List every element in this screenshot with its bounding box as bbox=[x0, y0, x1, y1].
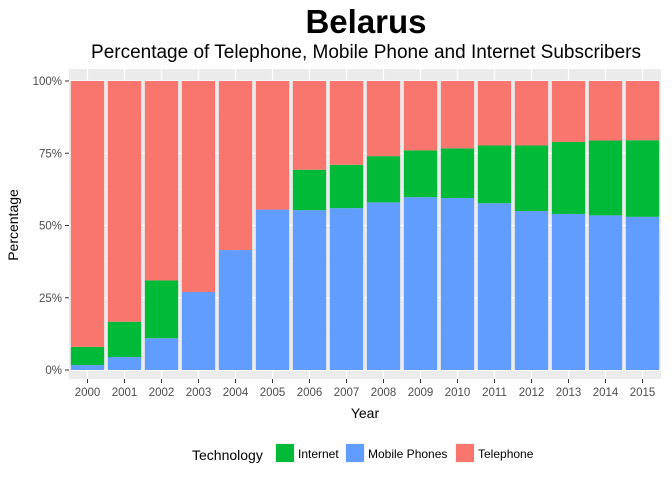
x-tick-label: 2004 bbox=[223, 387, 249, 399]
x-tick-label: 2005 bbox=[260, 387, 286, 399]
x-axis-ticks: 2000 2001 2002 2003 2004 2005 2006 2007 2008 2009… bbox=[75, 379, 656, 399]
x-tick-label: 2006 bbox=[297, 387, 323, 399]
y-tick-label: 25% bbox=[39, 293, 62, 305]
bar-segment bbox=[292, 81, 327, 170]
x-tick-label: 2001 bbox=[112, 387, 138, 399]
bar-segment bbox=[403, 197, 438, 370]
y-axis-label: Percentage bbox=[5, 189, 21, 261]
legend-swatch bbox=[456, 444, 474, 462]
x-tick-label: 2000 bbox=[75, 387, 101, 399]
legend: Technology Internet Mobile Phones Telephon… bbox=[192, 443, 534, 463]
bar-segment bbox=[218, 250, 253, 370]
x-tick-label: 2002 bbox=[149, 387, 175, 399]
bar-segment bbox=[329, 164, 364, 209]
x-tick-label: 2011 bbox=[482, 387, 507, 399]
x-tick-label: 2013 bbox=[556, 387, 582, 399]
x-tick-label: 2014 bbox=[593, 387, 619, 399]
bar-segment bbox=[255, 81, 290, 210]
bar-segment bbox=[403, 150, 438, 198]
bar-segment bbox=[440, 198, 475, 370]
bar-segment bbox=[514, 211, 549, 370]
bar-segment bbox=[551, 213, 586, 370]
bar-segment bbox=[625, 81, 660, 141]
legend-title: Technology bbox=[192, 447, 263, 463]
bar-segment bbox=[218, 81, 253, 251]
bar-segment bbox=[551, 141, 586, 214]
x-tick-label: 2007 bbox=[334, 387, 360, 399]
bar-segment bbox=[292, 210, 327, 370]
bar-segment bbox=[70, 365, 105, 370]
x-tick-label: 2008 bbox=[371, 387, 397, 399]
bar-segment bbox=[107, 321, 142, 357]
legend-swatch bbox=[276, 444, 294, 462]
bar-segment bbox=[144, 81, 179, 281]
x-tick-label: 2009 bbox=[408, 387, 434, 399]
bar-segment bbox=[181, 81, 216, 292]
chart-subtitle: Percentage of Telephone, Mobile Phone an… bbox=[91, 42, 641, 63]
bar-segment bbox=[144, 338, 179, 370]
y-tick-label: 0% bbox=[45, 365, 62, 377]
bars bbox=[70, 81, 660, 370]
legend-label: Internet bbox=[298, 447, 339, 461]
bar-segment bbox=[477, 145, 512, 204]
chart-title: Belarus bbox=[305, 3, 426, 40]
bar-segment bbox=[588, 81, 623, 141]
bar-segment bbox=[514, 145, 549, 212]
bar-segment bbox=[107, 81, 142, 322]
bar-segment bbox=[366, 81, 401, 157]
legend-label: Mobile Phones bbox=[368, 447, 447, 461]
bar-segment bbox=[625, 140, 660, 217]
bar-segment bbox=[70, 81, 105, 347]
bar-segment bbox=[292, 169, 327, 211]
x-tick-label: 2010 bbox=[445, 387, 471, 399]
bar-segment bbox=[477, 203, 512, 370]
bar-segment bbox=[329, 208, 364, 370]
x-tick-label: 2003 bbox=[186, 387, 212, 399]
bar-segment bbox=[107, 356, 142, 370]
y-tick-label: 100% bbox=[33, 76, 62, 88]
bar-segment bbox=[588, 140, 623, 216]
legend-swatch bbox=[346, 444, 364, 462]
x-tick-label: 2015 bbox=[630, 387, 656, 399]
bar-segment bbox=[551, 81, 586, 142]
bar-segment bbox=[144, 280, 179, 339]
bar-segment bbox=[329, 81, 364, 165]
bar-segment bbox=[366, 202, 401, 370]
bar-segment bbox=[514, 81, 549, 146]
bar-segment bbox=[440, 148, 475, 199]
bar-segment bbox=[255, 209, 290, 370]
bar-segment bbox=[366, 156, 401, 203]
y-tick-label: 75% bbox=[39, 148, 62, 160]
x-tick-label: 2012 bbox=[519, 387, 545, 399]
bar-segment bbox=[70, 346, 105, 366]
y-axis-ticks: 0% 25% 50% 75% 100% bbox=[33, 76, 69, 377]
bar-segment bbox=[625, 216, 660, 370]
bar-segment bbox=[477, 81, 512, 146]
bar-segment bbox=[440, 81, 475, 149]
x-axis-label: Year bbox=[351, 405, 380, 421]
legend-label: Telephone bbox=[478, 447, 534, 461]
y-tick-label: 50% bbox=[39, 221, 62, 233]
bar-segment bbox=[588, 215, 623, 370]
bar-segment bbox=[403, 81, 438, 151]
bar-segment bbox=[181, 291, 216, 370]
